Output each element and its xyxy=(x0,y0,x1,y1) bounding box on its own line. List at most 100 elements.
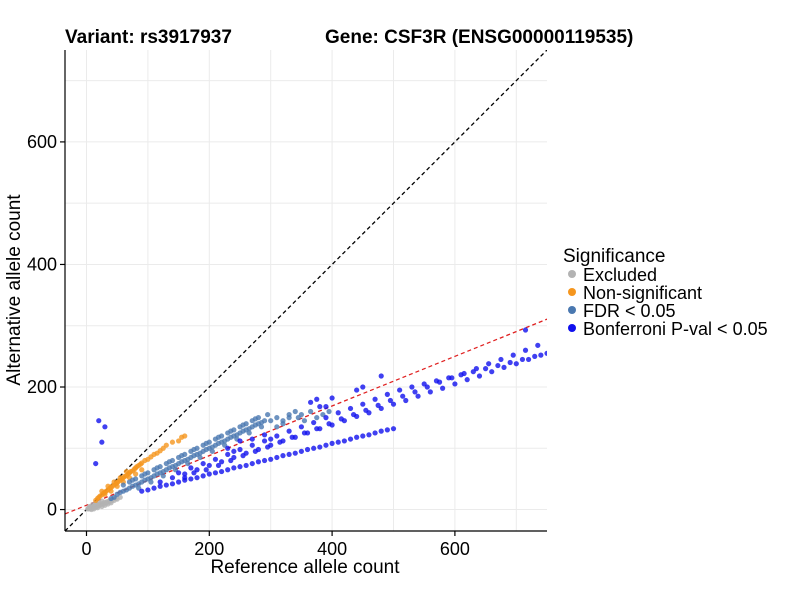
data-points xyxy=(85,327,547,513)
gridlines xyxy=(65,50,547,531)
data-point xyxy=(280,421,286,427)
data-point xyxy=(93,460,99,467)
series-non-significant xyxy=(93,433,188,503)
y-tick-label: 200 xyxy=(27,377,57,397)
data-point xyxy=(390,426,397,432)
data-point xyxy=(228,428,234,434)
data-point xyxy=(163,442,169,448)
data-point xyxy=(338,416,344,422)
data-point xyxy=(400,393,406,399)
data-point xyxy=(105,483,111,489)
legend-label: Bonferroni P-val < 0.05 xyxy=(583,319,768,339)
legend-label: Non-significant xyxy=(583,283,702,303)
data-point xyxy=(240,453,246,459)
data-point xyxy=(427,389,433,395)
data-point xyxy=(268,418,274,424)
data-point xyxy=(108,500,114,506)
data-point xyxy=(258,424,265,430)
legend-label: FDR < 0.05 xyxy=(583,301,676,321)
data-point xyxy=(274,454,280,461)
data-point xyxy=(507,359,513,366)
data-point xyxy=(298,424,304,430)
data-point xyxy=(535,342,541,348)
data-point xyxy=(323,415,329,421)
data-point xyxy=(249,436,255,442)
data-point xyxy=(142,471,148,477)
data-point xyxy=(182,433,188,439)
data-point xyxy=(461,370,467,377)
data-point xyxy=(129,477,136,483)
data-point xyxy=(286,451,292,458)
data-point xyxy=(298,448,304,454)
data-point xyxy=(292,408,298,415)
data-point xyxy=(510,352,516,358)
data-point xyxy=(354,387,360,393)
data-point xyxy=(311,419,317,426)
data-point xyxy=(366,432,372,438)
data-point xyxy=(452,381,458,387)
data-point xyxy=(255,459,262,465)
data-point xyxy=(102,424,108,430)
data-point xyxy=(249,460,255,467)
data-point xyxy=(384,427,390,433)
data-point xyxy=(449,375,455,381)
data-point xyxy=(326,421,332,427)
data-point xyxy=(375,402,381,408)
data-point xyxy=(175,479,182,485)
data-point xyxy=(246,430,252,436)
data-point xyxy=(169,481,176,487)
data-point xyxy=(317,404,323,410)
data-point xyxy=(154,465,160,471)
data-point xyxy=(237,438,243,444)
data-point xyxy=(261,418,268,424)
data-point xyxy=(191,470,197,476)
data-point xyxy=(218,459,225,465)
data-point xyxy=(114,483,120,489)
data-point xyxy=(464,377,470,383)
data-point xyxy=(117,475,123,481)
data-point xyxy=(286,415,292,421)
data-point xyxy=(436,379,443,385)
data-point xyxy=(169,439,176,445)
data-point xyxy=(265,444,271,450)
data-point xyxy=(311,445,317,451)
legend-swatch xyxy=(568,306,576,314)
data-point xyxy=(99,488,105,494)
data-point xyxy=(525,356,532,363)
data-point xyxy=(200,473,206,479)
data-point xyxy=(179,453,185,459)
data-point xyxy=(261,438,268,444)
data-point xyxy=(329,440,335,446)
data-point xyxy=(237,446,243,453)
data-point xyxy=(323,442,329,448)
data-point xyxy=(372,430,378,436)
data-point xyxy=(360,401,366,407)
data-point xyxy=(225,451,231,458)
x-tick-label: 200 xyxy=(194,539,224,559)
x-axis-label: Reference allele count xyxy=(210,557,400,578)
data-point xyxy=(268,436,274,442)
data-point xyxy=(163,482,169,488)
data-point xyxy=(148,479,154,485)
title-variant: Variant: rs3917937 xyxy=(65,27,232,48)
y-tick-label: 600 xyxy=(27,132,57,152)
data-point xyxy=(99,439,105,445)
data-point xyxy=(314,426,320,432)
data-point xyxy=(194,475,200,481)
data-point xyxy=(277,439,283,445)
data-point xyxy=(498,356,504,363)
y-axis-label: Alternative allele count xyxy=(4,194,25,386)
data-point xyxy=(501,364,507,370)
reference-lines xyxy=(65,50,547,531)
data-point xyxy=(341,438,347,444)
data-point xyxy=(243,462,249,469)
data-point xyxy=(476,373,483,379)
data-point xyxy=(182,471,188,477)
data-point xyxy=(378,428,384,434)
data-point xyxy=(120,482,126,488)
data-point xyxy=(96,418,102,424)
data-point xyxy=(384,391,390,397)
data-point xyxy=(360,384,366,390)
data-point xyxy=(409,384,415,390)
